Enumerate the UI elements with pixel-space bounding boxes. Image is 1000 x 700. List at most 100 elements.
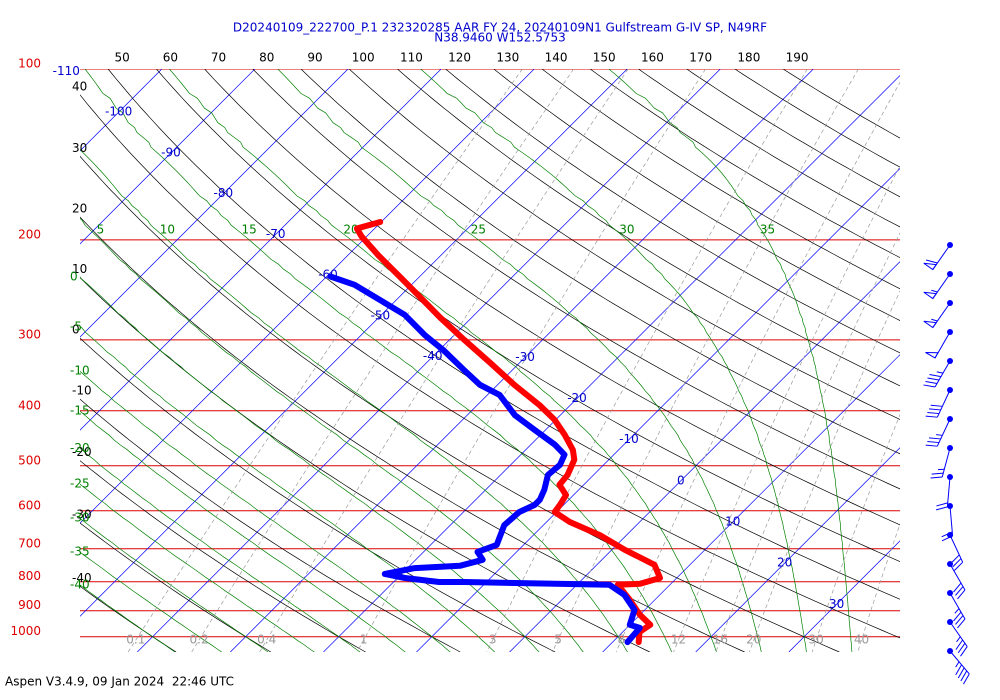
mixing-ratio-line (749, 290, 900, 652)
moist-adiabat-label: -20 (70, 441, 90, 455)
moist-adiabat-label: 0 (70, 270, 78, 284)
mixing-ratio-line (811, 413, 900, 652)
dry-adiabat-label: 100 (352, 51, 375, 65)
moist-adiabat (84, 69, 673, 652)
dry-adiabat (397, 69, 900, 387)
dry-adiabat-label: 50 (115, 51, 130, 65)
dewpoint-profile (327, 273, 643, 646)
dry-adiabat (445, 69, 900, 354)
barb-staff (946, 476, 951, 507)
wind-barb (947, 561, 966, 600)
barb-feather (955, 639, 964, 650)
mixing-ratio-line (486, 69, 808, 652)
barb-staff (949, 505, 954, 536)
isotherm-label: -10 (619, 432, 639, 446)
wind-barb (925, 416, 953, 447)
pressure-label: 1000 (10, 624, 41, 638)
pressure-label: 100 (18, 57, 41, 71)
wind-barb (947, 532, 964, 571)
mixing-ratio-label: 3 (489, 633, 497, 647)
dry-adiabat-label: 80 (259, 51, 274, 65)
mixing-ratio-label: 5 (554, 633, 562, 647)
barb-pennant (925, 351, 939, 359)
isotherm-label: -30 (515, 350, 535, 364)
wind-barb (923, 242, 953, 271)
barb-staff (949, 534, 964, 563)
isotherm-label: -80 (214, 186, 234, 200)
barb-staff (949, 621, 968, 647)
isotherm (602, 354, 900, 652)
moist-adiabat-label: 25 (471, 223, 486, 237)
dry-adiabat-label: -40 (72, 571, 92, 585)
moist-adiabat-label: -15 (70, 404, 90, 418)
dry-adiabat-label: 110 (400, 51, 423, 65)
isotherm-label: 30 (829, 597, 844, 611)
barb-feather (957, 618, 966, 629)
barb-feather (952, 558, 962, 568)
dry-adiabat (348, 69, 900, 420)
mixing-ratio-label: 8 (617, 633, 625, 647)
barb-half-feather (955, 661, 960, 668)
barb-feather (925, 380, 938, 385)
mixing-ratio-line (191, 69, 574, 652)
moist-adiabat-label: 20 (343, 223, 358, 237)
mixing-ratio-line (673, 165, 900, 652)
wind-barb (923, 300, 953, 329)
barb-feather (930, 476, 943, 479)
mixing-ratio-label: 20 (746, 633, 761, 647)
barb-feather (957, 643, 966, 654)
wind-barbs (923, 242, 970, 685)
moist-adiabat (80, 447, 361, 652)
pressure-label: 400 (18, 398, 41, 412)
wind-barb (947, 648, 970, 685)
dry-adiabat (80, 94, 900, 639)
isotherm (80, 69, 442, 431)
isotherm-label: -100 (105, 105, 132, 119)
isotherm (80, 69, 256, 245)
barb-feather (927, 377, 940, 381)
dry-adiabat (80, 216, 745, 652)
wind-barb (925, 387, 953, 418)
dry-adiabat-label: -20 (72, 445, 92, 459)
moist-adiabat (80, 276, 540, 652)
moist-adiabat (277, 69, 762, 652)
isotherm (137, 69, 721, 652)
isotherm (80, 69, 535, 524)
barb-feather (923, 384, 936, 388)
barb-feather (962, 673, 970, 685)
barb-feather (936, 502, 948, 507)
mixing-ratio-label: 16 (713, 633, 728, 647)
barb-staff (949, 563, 966, 591)
dry-adiabat (80, 398, 461, 652)
barb-feather (928, 437, 941, 440)
isotherm (788, 540, 900, 652)
barb-feather (925, 259, 938, 264)
dry-adiabat-label: 20 (72, 202, 87, 216)
barb-half-feather (936, 371, 944, 374)
moist-adiabat (169, 69, 717, 652)
wind-barb (925, 329, 953, 359)
barb-feather (957, 667, 965, 679)
mixing-ratio-line (127, 69, 523, 652)
isotherm-label: 20 (777, 556, 792, 570)
barb-feather (929, 374, 942, 378)
moist-adiabat-label: -25 (70, 477, 90, 491)
pressure-label: 200 (18, 227, 41, 241)
dry-adiabat-label: 120 (448, 51, 471, 65)
barb-feather (960, 646, 968, 657)
barb-half-feather (931, 318, 938, 322)
dry-adiabat-label: 150 (593, 51, 616, 65)
barb-feather (930, 404, 943, 407)
dry-adiabat-label: 60 (163, 51, 178, 65)
isotherm (416, 168, 900, 652)
wind-barb (930, 445, 953, 479)
isotherm (80, 69, 628, 617)
dry-adiabat-label: 90 (307, 51, 322, 65)
wind-barb (935, 474, 953, 511)
moist-adiabat (80, 370, 451, 652)
dry-adiabat (638, 69, 900, 228)
pressure-label: 300 (18, 327, 41, 341)
barb-feather (955, 586, 964, 596)
wind-barb (923, 271, 953, 300)
